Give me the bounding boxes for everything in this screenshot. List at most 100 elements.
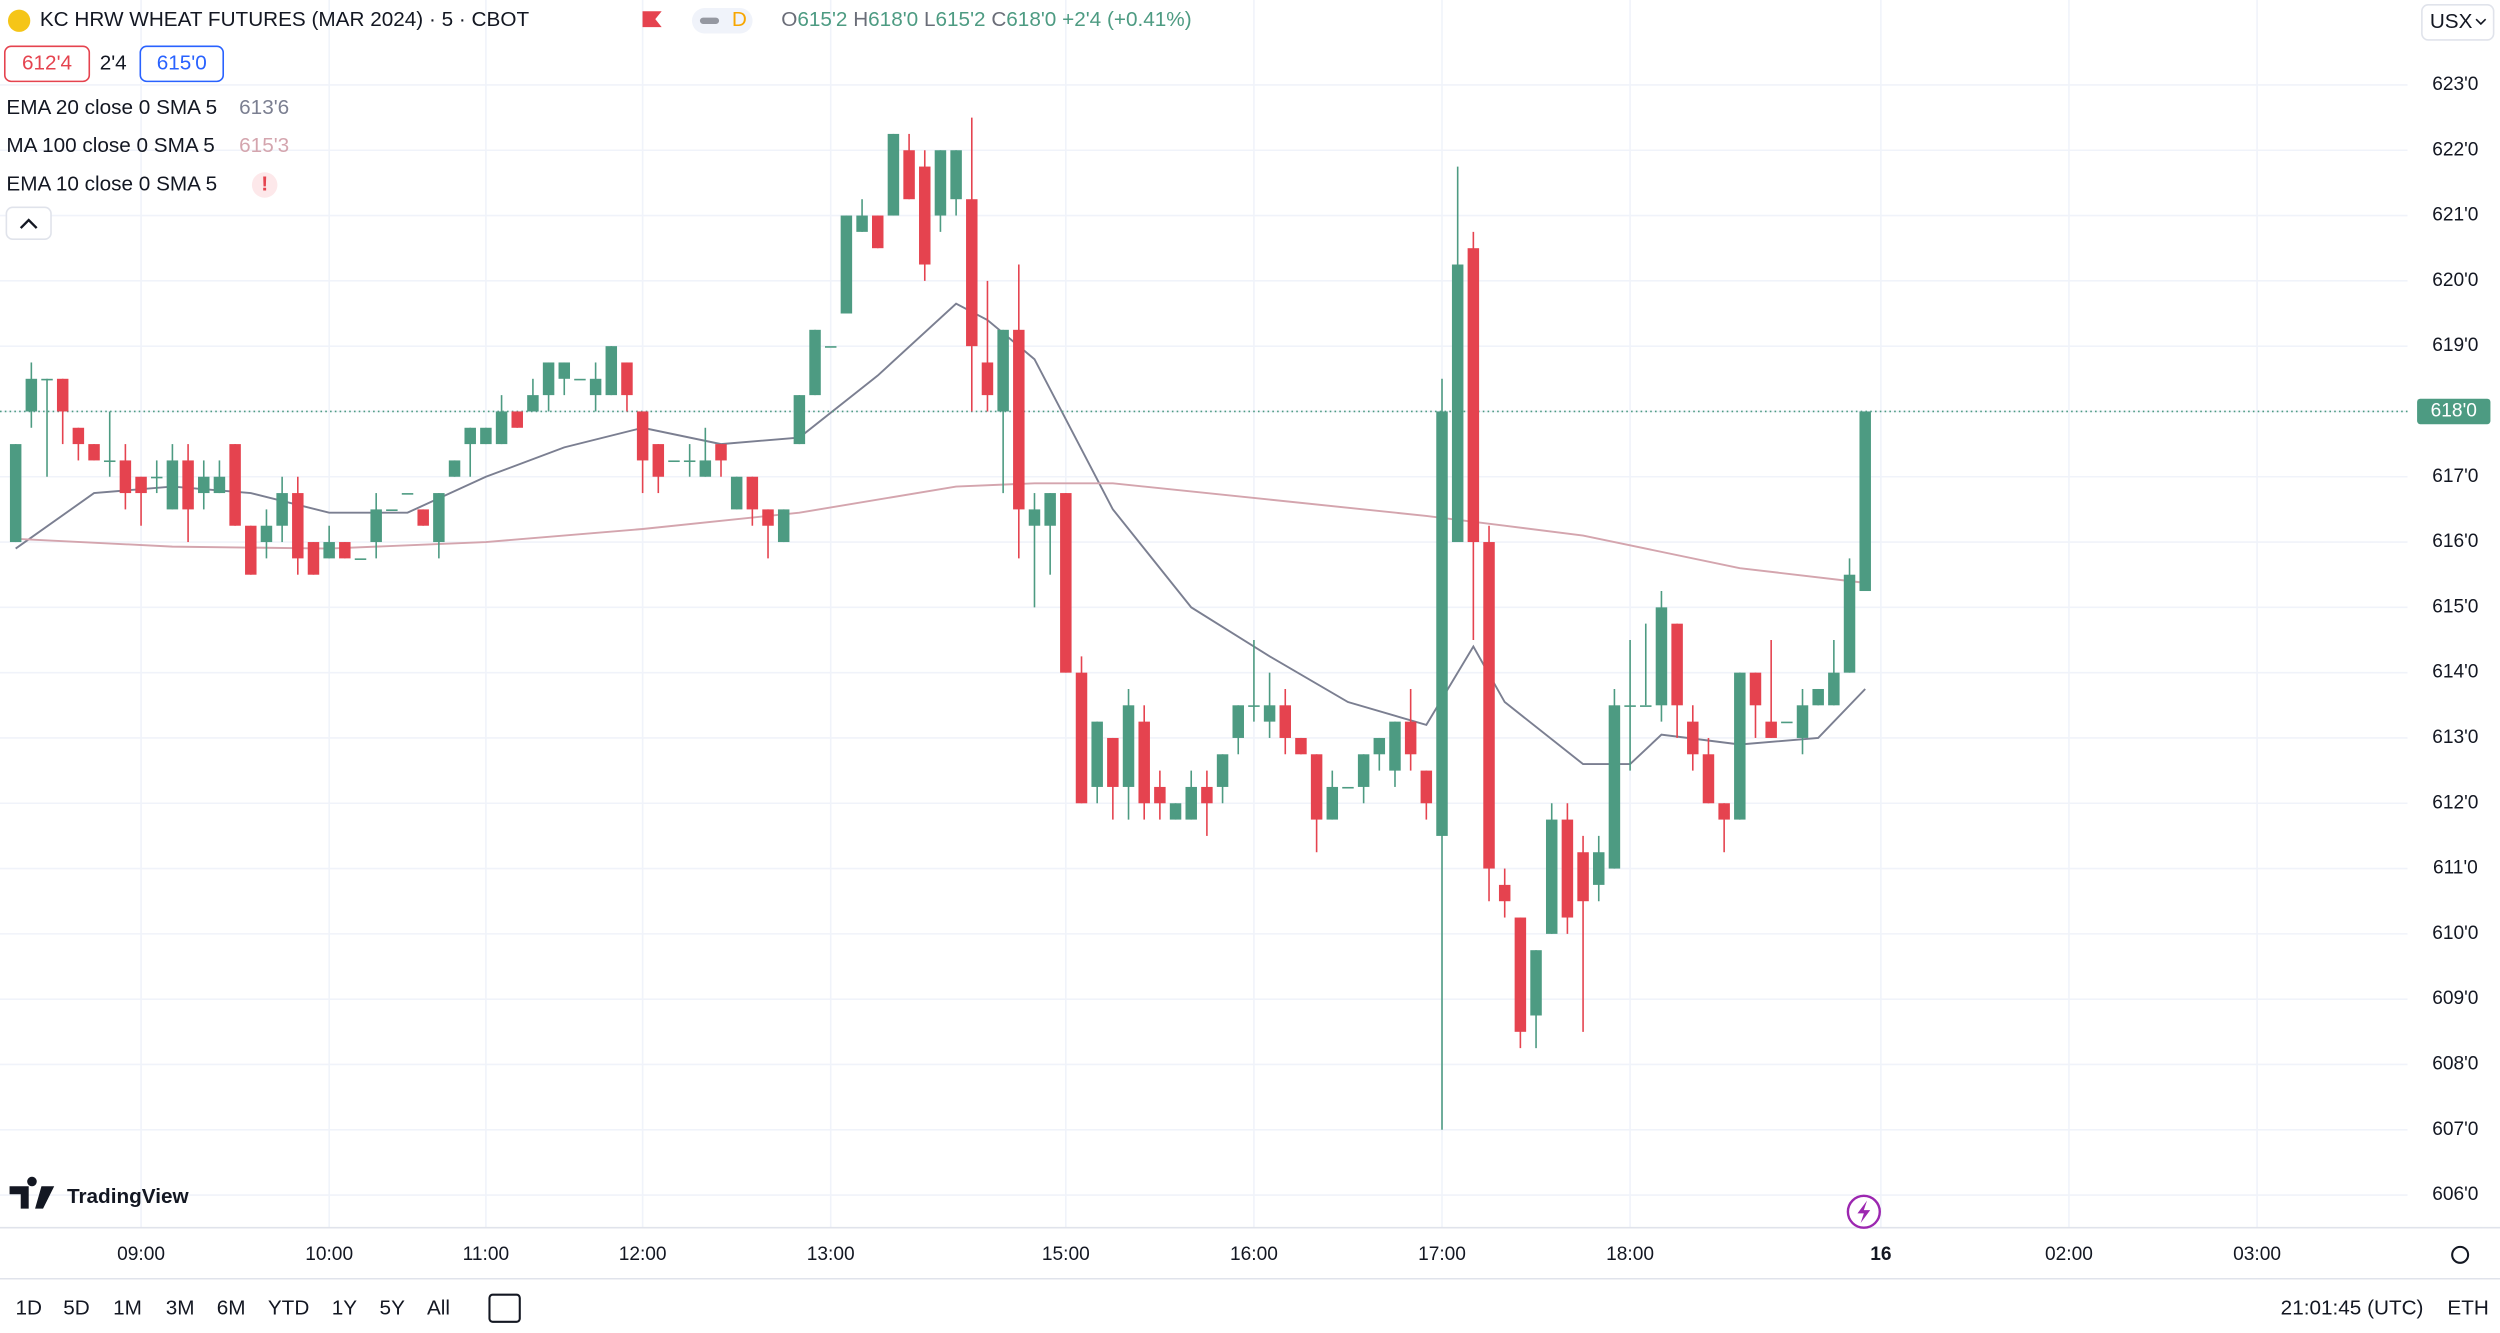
collapse-button[interactable] <box>5 206 52 241</box>
symbol-title[interactable]: KC HRW WHEAT FUTURES (MAR 2024) · 5 · CB… <box>40 8 530 31</box>
candle-body <box>135 476 147 494</box>
candle-body <box>260 525 273 543</box>
candle-body <box>1655 607 1668 706</box>
candle-body <box>1310 754 1323 820</box>
candle-body <box>997 329 1009 412</box>
candle-body <box>354 558 367 560</box>
legend-value: 613'6 <box>239 96 289 119</box>
candle-body <box>1765 721 1777 738</box>
sell-button[interactable] <box>3 45 91 83</box>
candle-body <box>1044 493 1056 526</box>
currency-button[interactable] <box>2421 4 2495 41</box>
y-tick-label: 623'0 <box>2432 74 2478 95</box>
range-button[interactable]: All <box>427 1297 450 1320</box>
candle-body <box>1060 493 1072 673</box>
y-tick-label: 622'0 <box>2432 139 2478 160</box>
candle-body <box>56 378 69 412</box>
y-tick-label: 615'0 <box>2432 596 2478 617</box>
candle-body <box>699 460 712 477</box>
error-status: ! <box>261 172 268 195</box>
candle-body <box>1122 705 1135 787</box>
candle-body <box>1859 411 1871 592</box>
range-button[interactable]: YTD <box>268 1297 309 1320</box>
status-pill[interactable] <box>691 8 753 34</box>
ohlc-value: 618'0 <box>1006 8 1056 31</box>
candle-body <box>323 542 335 559</box>
candle-body <box>1138 721 1150 804</box>
candle-body <box>213 476 226 494</box>
range-button[interactable]: 1M <box>113 1297 142 1320</box>
calendar-icon[interactable] <box>488 1293 521 1323</box>
last-price-box <box>2417 398 2491 425</box>
candle-body <box>1702 754 1715 804</box>
ohlc-label: O <box>781 8 797 31</box>
candle-body <box>1843 574 1856 673</box>
x-tick-label: 02:00 <box>2045 1244 2093 1265</box>
range-button[interactable]: 1Y <box>332 1297 358 1320</box>
candle-body <box>72 427 85 445</box>
candle-body <box>605 346 618 396</box>
ohlc-value: 618'0 <box>868 8 918 31</box>
candle-body <box>1107 737 1119 787</box>
candle-body <box>856 215 868 232</box>
candle-body <box>1232 705 1244 738</box>
candle-body <box>636 411 649 461</box>
range-button[interactable]: 1D <box>15 1297 42 1320</box>
buy-button[interactable] <box>139 45 225 83</box>
buy-price: 615'0 <box>157 51 207 74</box>
x-tick-label: 18:00 <box>1606 1244 1654 1265</box>
spread: 2'4 <box>100 51 127 74</box>
ohlc-values: O615'2 H618'0 L615'2 C618'0 +2'4 (+0.41%… <box>781 8 1191 31</box>
x-tick-label: 10:00 <box>305 1244 353 1265</box>
x-tick-label: 15:00 <box>1042 1244 1090 1265</box>
candle-body <box>292 493 304 559</box>
candle-body <box>1295 737 1307 755</box>
candle-body <box>558 362 571 379</box>
x-tick-label: 16 <box>1870 1244 1891 1265</box>
candle-body <box>1028 509 1041 526</box>
candle-body <box>934 150 947 216</box>
candle-body <box>1451 264 1464 543</box>
candle-body <box>715 444 727 461</box>
currency: USX <box>2430 10 2473 33</box>
settings-icon[interactable] <box>2451 1245 2470 1264</box>
range-button[interactable]: 5Y <box>380 1297 406 1320</box>
x-tick-label: 16:00 <box>1230 1244 1278 1265</box>
candle-body <box>41 378 53 381</box>
candle-body <box>1749 672 1762 706</box>
candle-body <box>762 509 774 526</box>
candle-body <box>919 166 931 265</box>
range-button[interactable]: 6M <box>217 1297 246 1320</box>
range-button[interactable]: 3M <box>166 1297 195 1320</box>
candle-body <box>887 133 900 216</box>
session[interactable]: ETH <box>2447 1297 2488 1320</box>
candle-body <box>1357 754 1370 787</box>
candle-body <box>527 395 539 412</box>
candle-body <box>1671 623 1683 706</box>
candle-body <box>245 525 257 575</box>
error-badge[interactable] <box>251 172 278 198</box>
candle-body <box>276 493 288 526</box>
candle-body <box>480 427 492 445</box>
candle-body <box>401 493 414 495</box>
candle-body <box>1577 852 1589 902</box>
candle-body <box>495 411 508 445</box>
legend-name[interactable]: EMA 20 close 0 SMA 5 <box>6 96 217 119</box>
range-button[interactable]: 5D <box>63 1297 90 1320</box>
candle-body <box>198 476 210 494</box>
spark-icon[interactable] <box>1846 1194 1881 1229</box>
candle-body <box>1530 950 1542 1016</box>
candle-body <box>1781 721 1793 724</box>
legend-name[interactable]: MA 100 close 0 SMA 5 <box>6 134 214 157</box>
chevron <box>19 218 38 229</box>
ohlc-value: 615'2 <box>936 8 986 31</box>
logo[interactable]: TradingView <box>67 1185 190 1208</box>
flag-icon[interactable] <box>642 11 662 28</box>
candle-body <box>1389 721 1401 771</box>
candle-body <box>25 378 38 412</box>
candle-body <box>9 444 22 543</box>
candle-body <box>1248 705 1260 707</box>
candle-body <box>1420 770 1433 804</box>
candle-body <box>370 509 382 543</box>
legend-name[interactable]: EMA 10 close 0 SMA 5 <box>6 172 217 195</box>
